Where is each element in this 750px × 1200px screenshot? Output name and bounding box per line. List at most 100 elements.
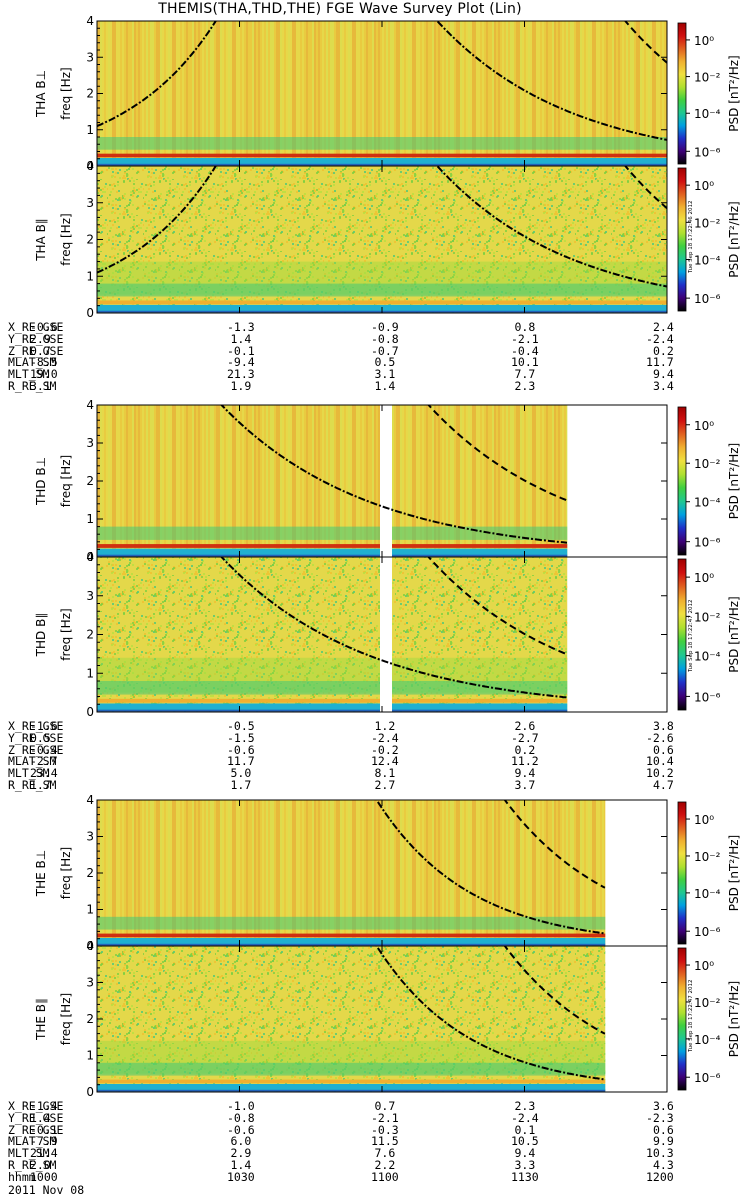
- spectrogram-panel-thd-bperp: 0 1 2 3 4 THD B⊥ freq [Hz] 10⁰ 10⁻² 10⁻⁴ 10⁻⁶ PSD […: [34, 398, 741, 564]
- colorbar-tick-label: 10⁰: [694, 34, 714, 48]
- colorbar-label: PSD [nT²/Hz]: [727, 55, 741, 131]
- ephemeris-value: -0.1: [30, 1122, 58, 1137]
- ephemeris-value: -1.0: [227, 1099, 255, 1113]
- y-tick-label: 0: [86, 306, 94, 320]
- y-tick-label: 0: [86, 550, 94, 564]
- colorbar-tick-label: 10⁻⁴: [694, 496, 721, 510]
- low-freq-band: [97, 526, 568, 540]
- ephemeris-value: 0.2: [514, 742, 536, 757]
- colorbar-tick-label: 10⁰: [694, 959, 714, 973]
- ephemeris-label: MLT_SM: [8, 1146, 50, 1161]
- harmonic-curve: [427, 557, 568, 656]
- ephemeris-value: 5.0: [230, 766, 252, 781]
- timestamp-stamp: Tue Sep 18 17:22:47 2012: [688, 600, 694, 673]
- harmonic-curve: [503, 946, 606, 1035]
- low-freq-band: [97, 1062, 606, 1076]
- colorbar-tick-label: 10⁻²: [694, 71, 721, 85]
- ephemeris-value: 3.1: [374, 367, 396, 382]
- ephemeris-value: -1.6: [30, 719, 58, 733]
- ephemeris-label: R_RE_SM: [8, 777, 57, 792]
- colorbar-label: PSD [nT²/Hz]: [727, 981, 741, 1057]
- ephemeris-value: 10.1: [511, 355, 539, 370]
- dc-band: [97, 1083, 606, 1092]
- colorbar-gradient: [677, 801, 687, 945]
- ephemeris-label: MLAT_SM: [8, 355, 57, 370]
- ephemeris-value: -0.6: [30, 320, 58, 334]
- y-tick-label: 2: [86, 628, 94, 642]
- date-label: 2011 Nov 08: [8, 1183, 85, 1197]
- colorbar-tick-label: 10⁻⁶: [694, 1071, 721, 1085]
- y-tick-label: 3: [86, 436, 94, 450]
- ephemeris-value: -2.1: [371, 1110, 399, 1125]
- colorbar-gradient: [677, 558, 687, 711]
- ephemeris-value: -2.4: [371, 730, 399, 745]
- colorbar-tick-label: 10⁻⁴: [694, 887, 721, 901]
- y-tick-label: 0: [86, 159, 94, 173]
- colorbar-label: PSD [nT²/Hz]: [727, 443, 741, 519]
- ephemeris-value: -2.7: [511, 730, 539, 745]
- ephemeris-label: hhmm: [8, 1169, 36, 1184]
- dc-band: [97, 554, 568, 557]
- cyclotron-curve: [375, 800, 606, 935]
- ephemeris-value: -0.2: [371, 742, 399, 757]
- y-tick-label: 4: [86, 550, 94, 564]
- ephemeris-value: 0.5: [30, 730, 51, 745]
- harmonic-curve: [624, 166, 667, 210]
- colorbar-tick-label: 10⁻⁶: [694, 536, 721, 550]
- timestamp-stamp: Tue Sep 18 17:22:46 2012: [688, 201, 694, 274]
- ephemeris-value: -2.1: [511, 331, 539, 346]
- ephemeris-label: MLAT_SM: [8, 754, 57, 769]
- colorbar-tick-label: 10⁰: [694, 813, 714, 827]
- ephemeris-value: -0.3: [371, 1122, 399, 1137]
- ephemeris-value: 19.0: [30, 367, 58, 382]
- colorbar: 10⁰ 10⁻² 10⁻⁴ 10⁻⁶ PSD [nT²/Hz]: [677, 801, 741, 945]
- cyclotron-curve: [220, 557, 568, 699]
- ephemeris-label: Z_RE_GSE: [8, 343, 64, 358]
- colorbar: 10⁰ 10⁻² 10⁻⁴ 10⁻⁶ PSD [nT²/Hz]: [677, 22, 741, 165]
- spin-tone-band: [97, 933, 606, 938]
- ephemeris-value: 4.7: [653, 777, 674, 792]
- panel-ylabel: THE B∥: [34, 998, 48, 1041]
- ephemeris-value: 12.4: [371, 754, 399, 769]
- ephemeris-value: 10.2: [646, 766, 674, 781]
- ephemeris-value: 2.6: [514, 719, 536, 733]
- ephemeris-value: -0.8: [371, 331, 399, 346]
- colorbar-tick-label: 10⁰: [694, 571, 714, 585]
- ephemeris-value: 10.4: [646, 754, 674, 769]
- ephemeris-value: 3.6: [653, 1099, 674, 1113]
- ephemeris-value: 11.5: [371, 1134, 399, 1149]
- ephemeris-value: 0.2: [653, 343, 674, 358]
- cyclotron-curve: [97, 166, 217, 274]
- ephemeris-value: 3.8: [653, 719, 674, 733]
- y-tick-label: 1: [86, 512, 94, 526]
- ephemeris-value: 1.4: [230, 1157, 252, 1172]
- cyclotron-curve: [435, 21, 667, 141]
- ephemeris-value: 21.3: [227, 367, 255, 382]
- ephemeris-value: -0.9: [371, 320, 399, 334]
- y-tick-label: 1: [86, 666, 94, 680]
- panel-yunit: freq [Hz]: [59, 67, 73, 119]
- colorbar-tick-label: 10⁻²: [694, 850, 721, 864]
- panel-yunit: freq [Hz]: [59, 455, 73, 507]
- ephemeris-value: -0.4: [30, 742, 58, 757]
- colorbar-tick-label: 10⁻⁴: [694, 254, 721, 268]
- dc-band: [97, 709, 568, 712]
- ephemeris-label: X_RE_GSE: [8, 719, 64, 733]
- ephemeris-value: -1.5: [227, 730, 255, 745]
- low-freq-band: [97, 916, 606, 930]
- y-tick-label: 1: [86, 123, 94, 137]
- ephemeris-label: Z_RE_GSE: [8, 742, 64, 757]
- timestamp-stamp: Tue Sep 18 17:22:47 2012: [688, 980, 694, 1053]
- ephemeris-value: -2.4: [646, 331, 674, 346]
- low-freq-band: [97, 137, 667, 150]
- ephemeris-value: -0.5: [227, 719, 255, 733]
- colorbar: 10⁰ 10⁻² 10⁻⁴ 10⁻⁶ PSD [nT²/Hz]: [677, 167, 741, 312]
- ephemeris-label: MLAT_SM: [8, 1134, 57, 1149]
- low-freq-band: [97, 283, 667, 297]
- ephemeris-label: R_RE_SM: [8, 378, 57, 393]
- ephemeris-value: -2.6: [646, 730, 674, 745]
- ephemeris-value: 7.7: [514, 367, 536, 382]
- ephemeris-value: 9.9: [653, 1134, 674, 1149]
- ephemeris-label: R_RE_SM: [8, 1157, 57, 1172]
- y-tick-label: 3: [86, 50, 94, 64]
